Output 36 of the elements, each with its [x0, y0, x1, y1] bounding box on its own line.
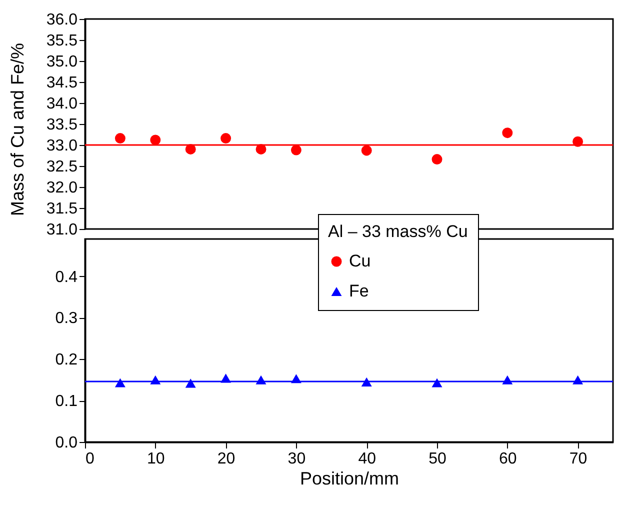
- y-tick-label: 32.5: [46, 158, 78, 176]
- point: [502, 128, 513, 138]
- y-axis-title: Mass of Cu and Fe/%: [8, 42, 28, 216]
- y-tick-label: 35.5: [46, 32, 78, 50]
- x-tick-label: 20: [217, 450, 236, 468]
- legend-label: Fe: [349, 282, 369, 300]
- legend-title: Al – 33 mass% Cu: [328, 222, 468, 241]
- y-tick-label: 0.3: [55, 310, 78, 328]
- x-tick-label: 0: [86, 450, 94, 468]
- x-tick-label: 40: [358, 450, 376, 468]
- y-tick-label: 31.0: [46, 222, 78, 238]
- y-tick-label: 35.0: [46, 54, 78, 70]
- x-tick-label: 60: [499, 450, 517, 468]
- point: [432, 154, 442, 165]
- y-tick-label: 0.1: [55, 393, 78, 410]
- legend-label: Cu: [349, 252, 371, 270]
- y-tick-label: 32.0: [46, 180, 78, 196]
- point: [290, 144, 302, 156]
- y-tick-label: 0.2: [55, 352, 78, 369]
- y-tick-label: 36.0: [46, 12, 78, 28]
- x-tick-label: 30: [288, 450, 306, 468]
- y-tick-label: 0.4: [55, 268, 78, 286]
- y-tick-label: 33.5: [46, 116, 78, 134]
- x-tick-label: 10: [147, 450, 165, 468]
- y-tick-label: 31.5: [46, 200, 78, 218]
- x-axis-title: Position/mm: [300, 468, 400, 488]
- x-tick-label: 70: [569, 450, 588, 468]
- y-tick-label: 0.0: [55, 434, 78, 452]
- y-tick-label: 34.0: [46, 96, 78, 112]
- point: [361, 145, 372, 156]
- point: [220, 133, 232, 144]
- y-tick-label: 34.5: [46, 74, 78, 92]
- point: [150, 134, 161, 146]
- y-tick-label: 33.0: [46, 138, 78, 154]
- x-tick-label: 50: [428, 450, 446, 468]
- point: [114, 133, 126, 144]
